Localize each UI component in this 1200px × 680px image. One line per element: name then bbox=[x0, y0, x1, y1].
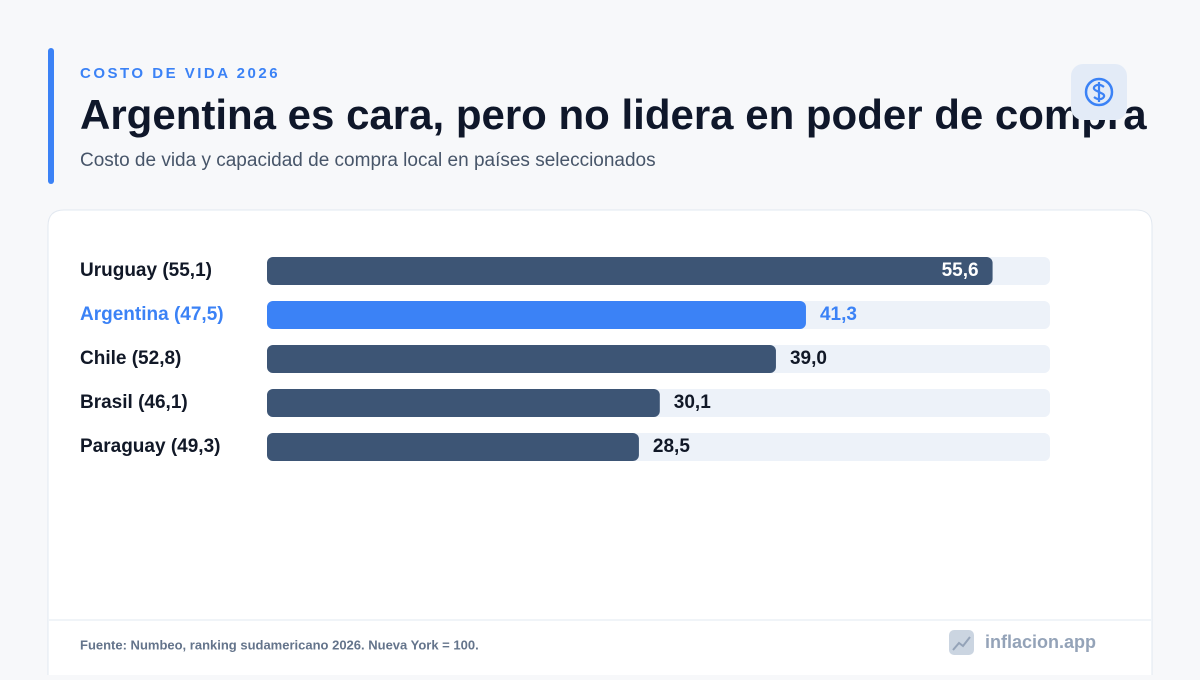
value-label: 41,3 bbox=[820, 304, 857, 325]
accent-bar bbox=[48, 48, 54, 184]
bar bbox=[267, 345, 776, 373]
value-label: 55,6 bbox=[942, 260, 979, 281]
bar bbox=[267, 433, 639, 461]
brand: inflacion.app bbox=[985, 632, 1096, 652]
bar bbox=[267, 389, 660, 417]
category-label: Chile (52,8) bbox=[80, 348, 181, 369]
chart-subtitle: Costo de vida y capacidad de compra loca… bbox=[80, 150, 656, 171]
category-label: Brasil (46,1) bbox=[80, 392, 188, 413]
value-label: 30,1 bbox=[674, 392, 711, 413]
chart-title: Argentina es cara, pero no lidera en pod… bbox=[80, 91, 1147, 138]
source-note: Fuente: Numbeo, ranking sudamericano 202… bbox=[80, 637, 479, 652]
category-label: Paraguay (49,3) bbox=[80, 436, 220, 457]
plot-area: Uruguay (55,1) 55,6 Argentina (47,5) 41,3 Ch… bbox=[80, 257, 1050, 461]
category-label: Uruguay (55,1) bbox=[80, 260, 212, 281]
kicker: COSTO DE VIDA 2026 bbox=[80, 65, 280, 82]
value-label: 28,5 bbox=[653, 436, 690, 457]
bar bbox=[267, 301, 806, 329]
brand-icon bbox=[949, 630, 974, 655]
category-label: Argentina (47,5) bbox=[80, 304, 224, 325]
value-label: 39,0 bbox=[790, 348, 827, 369]
bar bbox=[267, 257, 993, 285]
dollar-icon bbox=[1071, 64, 1127, 120]
